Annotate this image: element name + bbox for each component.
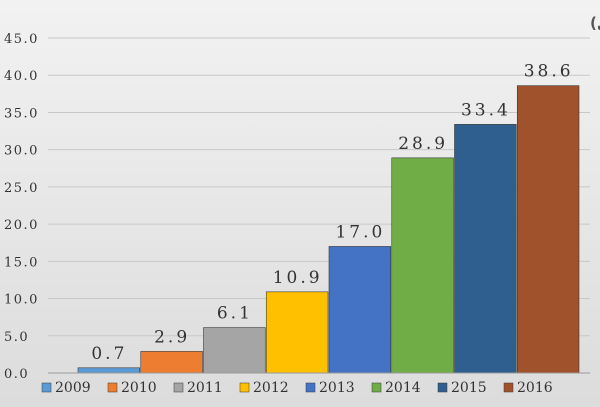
data-labels: 0.7 2.9 6.1 10.9 17.0 28.9 33.4 38.6	[91, 62, 574, 364]
gridlines	[48, 37, 590, 374]
bar-2009	[77, 367, 141, 374]
data-label-2012: 10.9	[273, 268, 323, 288]
bar-2010	[140, 351, 203, 374]
legend-swatch-2014	[371, 382, 382, 393]
legend-label-2015: 2015	[451, 380, 487, 396]
y-tick-label: 45.0	[4, 32, 39, 47]
chart-title: درصد اشتراک‌گذاری با تلفن همراه بر روی ا…	[590, 14, 600, 32]
legend-label-2010: 2010	[121, 380, 157, 396]
y-tick-label: 30.0	[4, 144, 39, 159]
legend-label-2012: 2012	[253, 380, 289, 396]
legend-swatch-2012	[239, 382, 250, 393]
legend-label-2016: 2016	[517, 380, 553, 396]
y-tick-label: 0.0	[4, 367, 29, 382]
legend-swatch-2011	[173, 382, 184, 393]
data-label-2016: 38.6	[524, 62, 574, 82]
bar-2015	[454, 124, 517, 374]
y-tick-label: 10.0	[4, 293, 39, 308]
bar-2013	[328, 246, 392, 374]
y-axis-ticks: 0.0 5.0 10.0 15.0 20.0 25.0 30.0 35.0 40.0 45.0	[4, 32, 39, 382]
bar-2012	[265, 291, 329, 374]
legend-label-2014: 2014	[385, 380, 421, 396]
legend-swatch-2009	[41, 382, 52, 393]
legend-swatch-2010	[107, 382, 118, 393]
legend-label-2013: 2013	[319, 380, 355, 396]
legend-swatch-2015	[437, 382, 448, 393]
data-label-2009: 0.7	[91, 344, 127, 364]
y-tick-label: 20.0	[4, 218, 39, 233]
data-label-2015: 33.4	[461, 100, 511, 120]
data-label-2011: 6.1	[217, 304, 253, 324]
legend-label-2009: 2009	[55, 380, 91, 396]
data-label-2013: 17.0	[335, 222, 385, 242]
legend-swatch-2016	[503, 382, 514, 393]
legend: 2009 2010 2011 2012 2013 2014 2015 2016	[41, 380, 553, 396]
bar-2014	[391, 157, 454, 374]
bars	[48, 85, 590, 374]
legend-swatch-2013	[305, 382, 316, 393]
y-tick-label: 15.0	[4, 255, 39, 270]
legend-label-2011: 2011	[187, 380, 223, 396]
data-label-2010: 2.9	[154, 327, 190, 347]
bar-2011	[203, 327, 266, 374]
y-tick-label: 40.0	[4, 69, 39, 84]
y-tick-label: 5.0	[4, 330, 29, 345]
y-tick-label: 35.0	[4, 106, 39, 121]
y-tick-label: 25.0	[4, 181, 39, 196]
bar-2016	[516, 85, 580, 374]
data-label-2014: 28.9	[398, 134, 448, 154]
